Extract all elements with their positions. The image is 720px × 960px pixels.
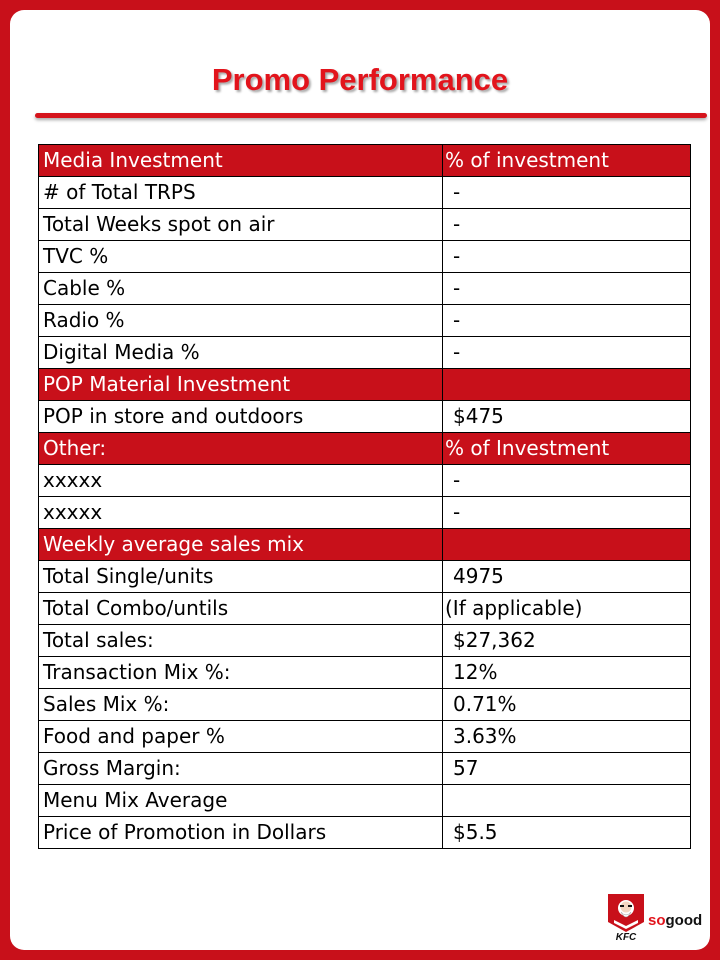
table-row: Cable % -: [38, 272, 691, 305]
row-label: Digital Media %: [38, 336, 443, 369]
row-label: POP Material Investment: [38, 368, 443, 401]
row-value: $475: [442, 400, 691, 433]
row-value: [442, 784, 691, 817]
row-value: -: [442, 272, 691, 305]
row-value: -: [442, 176, 691, 209]
row-value: $27,362: [442, 624, 691, 657]
row-label: Total sales:: [38, 624, 443, 657]
row-value: -: [442, 304, 691, 337]
logo-brand: KFC: [616, 932, 637, 942]
colonel-logo-icon: KFC: [608, 894, 644, 943]
table-row: Sales Mix %: 0.71%: [38, 688, 691, 721]
row-label: Total Combo/untils: [38, 592, 443, 625]
row-label: xxxxx: [38, 496, 443, 529]
row-value: -: [442, 496, 691, 529]
row-label: Radio %: [38, 304, 443, 337]
row-label: Total Single/units: [38, 560, 443, 593]
row-label: Gross Margin:: [38, 752, 443, 785]
row-value: % of investment: [442, 144, 691, 177]
table-row: Food and paper % 3.63%: [38, 720, 691, 753]
logo-tagline-prefix: so: [648, 912, 666, 929]
row-value: 3.63%: [442, 720, 691, 753]
row-value: -: [442, 240, 691, 273]
row-label: Other:: [38, 432, 443, 465]
table-row: Price of Promotion in Dollars $5.5: [38, 816, 691, 849]
row-value: 57: [442, 752, 691, 785]
row-label: Total Weeks spot on air: [38, 208, 443, 241]
logo-tagline-suffix: good: [665, 912, 703, 929]
row-label: Media Investment: [38, 144, 443, 177]
row-label: # of Total TRPS: [38, 176, 443, 209]
page-title: Promo Performance: [211, 62, 509, 97]
slide: Promo Performance Media Investment% of i…: [10, 10, 710, 950]
table-row: Radio % -: [38, 304, 691, 337]
row-value: -: [442, 336, 691, 369]
table-row: xxxxx -: [38, 496, 691, 529]
table-row: Menu Mix Average: [38, 784, 691, 817]
table-row: # of Total TRPS -: [38, 176, 691, 209]
row-value: $5.5: [442, 816, 691, 849]
row-label: Price of Promotion in Dollars: [38, 816, 443, 849]
row-value: [442, 368, 691, 401]
row-value: [442, 528, 691, 561]
row-value: 0.71%: [442, 688, 691, 721]
promo-performance-table: Media Investment% of investment # of Tota…: [38, 144, 691, 849]
row-label: Food and paper %: [38, 720, 443, 753]
table-row: Total sales: $27,362: [38, 624, 691, 657]
table-row: POP in store and outdoors $475: [38, 400, 691, 433]
title-divider: [35, 113, 707, 118]
kfc-logo: KFC sogood: [604, 892, 704, 943]
row-label: xxxxx: [38, 464, 443, 497]
table-row: Digital Media % -: [38, 336, 691, 369]
table-row: Total Single/units 4975: [38, 560, 691, 593]
table-row: xxxxx -: [38, 464, 691, 497]
table-row: Transaction Mix %: 12%: [38, 656, 691, 689]
row-value: % of Investment: [442, 432, 691, 465]
table-section-header: POP Material Investment: [38, 368, 691, 401]
table-row: Gross Margin: 57: [38, 752, 691, 785]
row-label: Menu Mix Average: [38, 784, 443, 817]
row-label: Weekly average sales mix: [38, 528, 443, 561]
row-label: POP in store and outdoors: [38, 400, 443, 433]
row-value: 4975: [442, 560, 691, 593]
row-label: Cable %: [38, 272, 443, 305]
row-value: 12%: [442, 656, 691, 689]
logo-tagline: sogood: [648, 912, 702, 929]
table-section-header: Other:% of Investment: [38, 432, 691, 465]
table-row: Total Weeks spot on air -: [38, 208, 691, 241]
table-row: TVC % -: [38, 240, 691, 273]
table-row: Total Combo/untils (If applicable): [38, 592, 691, 625]
row-value: -: [442, 464, 691, 497]
row-value: -: [442, 208, 691, 241]
table-section-header: Weekly average sales mix: [38, 528, 691, 561]
row-value: (If applicable): [442, 592, 691, 625]
row-label: Sales Mix %:: [38, 688, 443, 721]
table-section-header: Media Investment% of investment: [38, 144, 691, 177]
row-label: Transaction Mix %:: [38, 656, 443, 689]
row-label: TVC %: [38, 240, 443, 273]
